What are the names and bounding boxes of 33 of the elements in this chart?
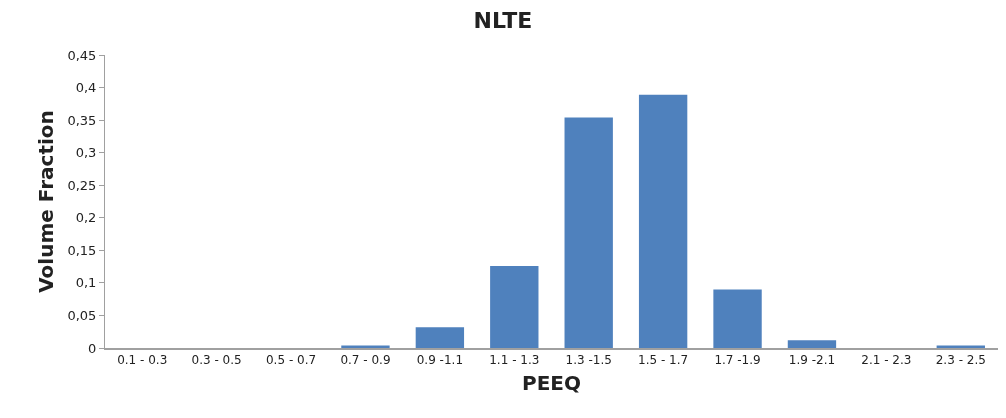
bar — [638, 94, 688, 348]
y-tick-label: 0,3 — [75, 145, 97, 161]
bar — [713, 289, 762, 348]
x-tick-label: 0.9 -1.1 — [416, 353, 464, 368]
y-tick-label: 0,4 — [75, 80, 97, 96]
x-tick-label: 0.7 - 0.9 — [340, 353, 391, 368]
x-tick-label: 1.1 - 1.3 — [489, 353, 540, 368]
bar — [415, 327, 465, 348]
x-axis-title: PEEQ — [522, 371, 581, 396]
x-tick-label: 0.5 - 0.7 — [265, 353, 317, 368]
x-tick-label: 1.3 -1.5 — [565, 353, 612, 368]
x-tick-label: 0.1 - 0.3 — [117, 353, 168, 368]
bar — [341, 345, 390, 348]
bar — [564, 117, 613, 348]
bar — [936, 345, 985, 348]
y-tick-label: 0,25 — [67, 177, 97, 193]
bar — [490, 265, 539, 348]
y-tick-label: 0,2 — [75, 210, 97, 226]
y-tick-label: 0,45 — [67, 47, 97, 63]
x-tick-label: 1.7 -1.9 — [714, 353, 761, 368]
x-tick-label: 2.1 - 2.3 — [861, 353, 912, 368]
y-tick-label: 0,15 — [67, 242, 97, 258]
y-tick-label: 0 — [88, 340, 97, 356]
x-tick-label: 2.3 - 2.5 — [935, 353, 986, 368]
y-tick-label: 0,05 — [67, 307, 97, 323]
x-tick-label: 1.9 -2.1 — [788, 353, 836, 368]
y-tick-label: 0,35 — [67, 112, 97, 128]
y-tick-label: 0,1 — [75, 275, 97, 291]
chart-title: NLTE — [473, 7, 533, 33]
x-tick-label: 0.3 - 0.5 — [191, 353, 242, 368]
x-tick-label: 1.5 - 1.7 — [638, 353, 689, 368]
y-axis-title: Volume Fraction — [33, 110, 58, 293]
bar — [787, 340, 837, 348]
